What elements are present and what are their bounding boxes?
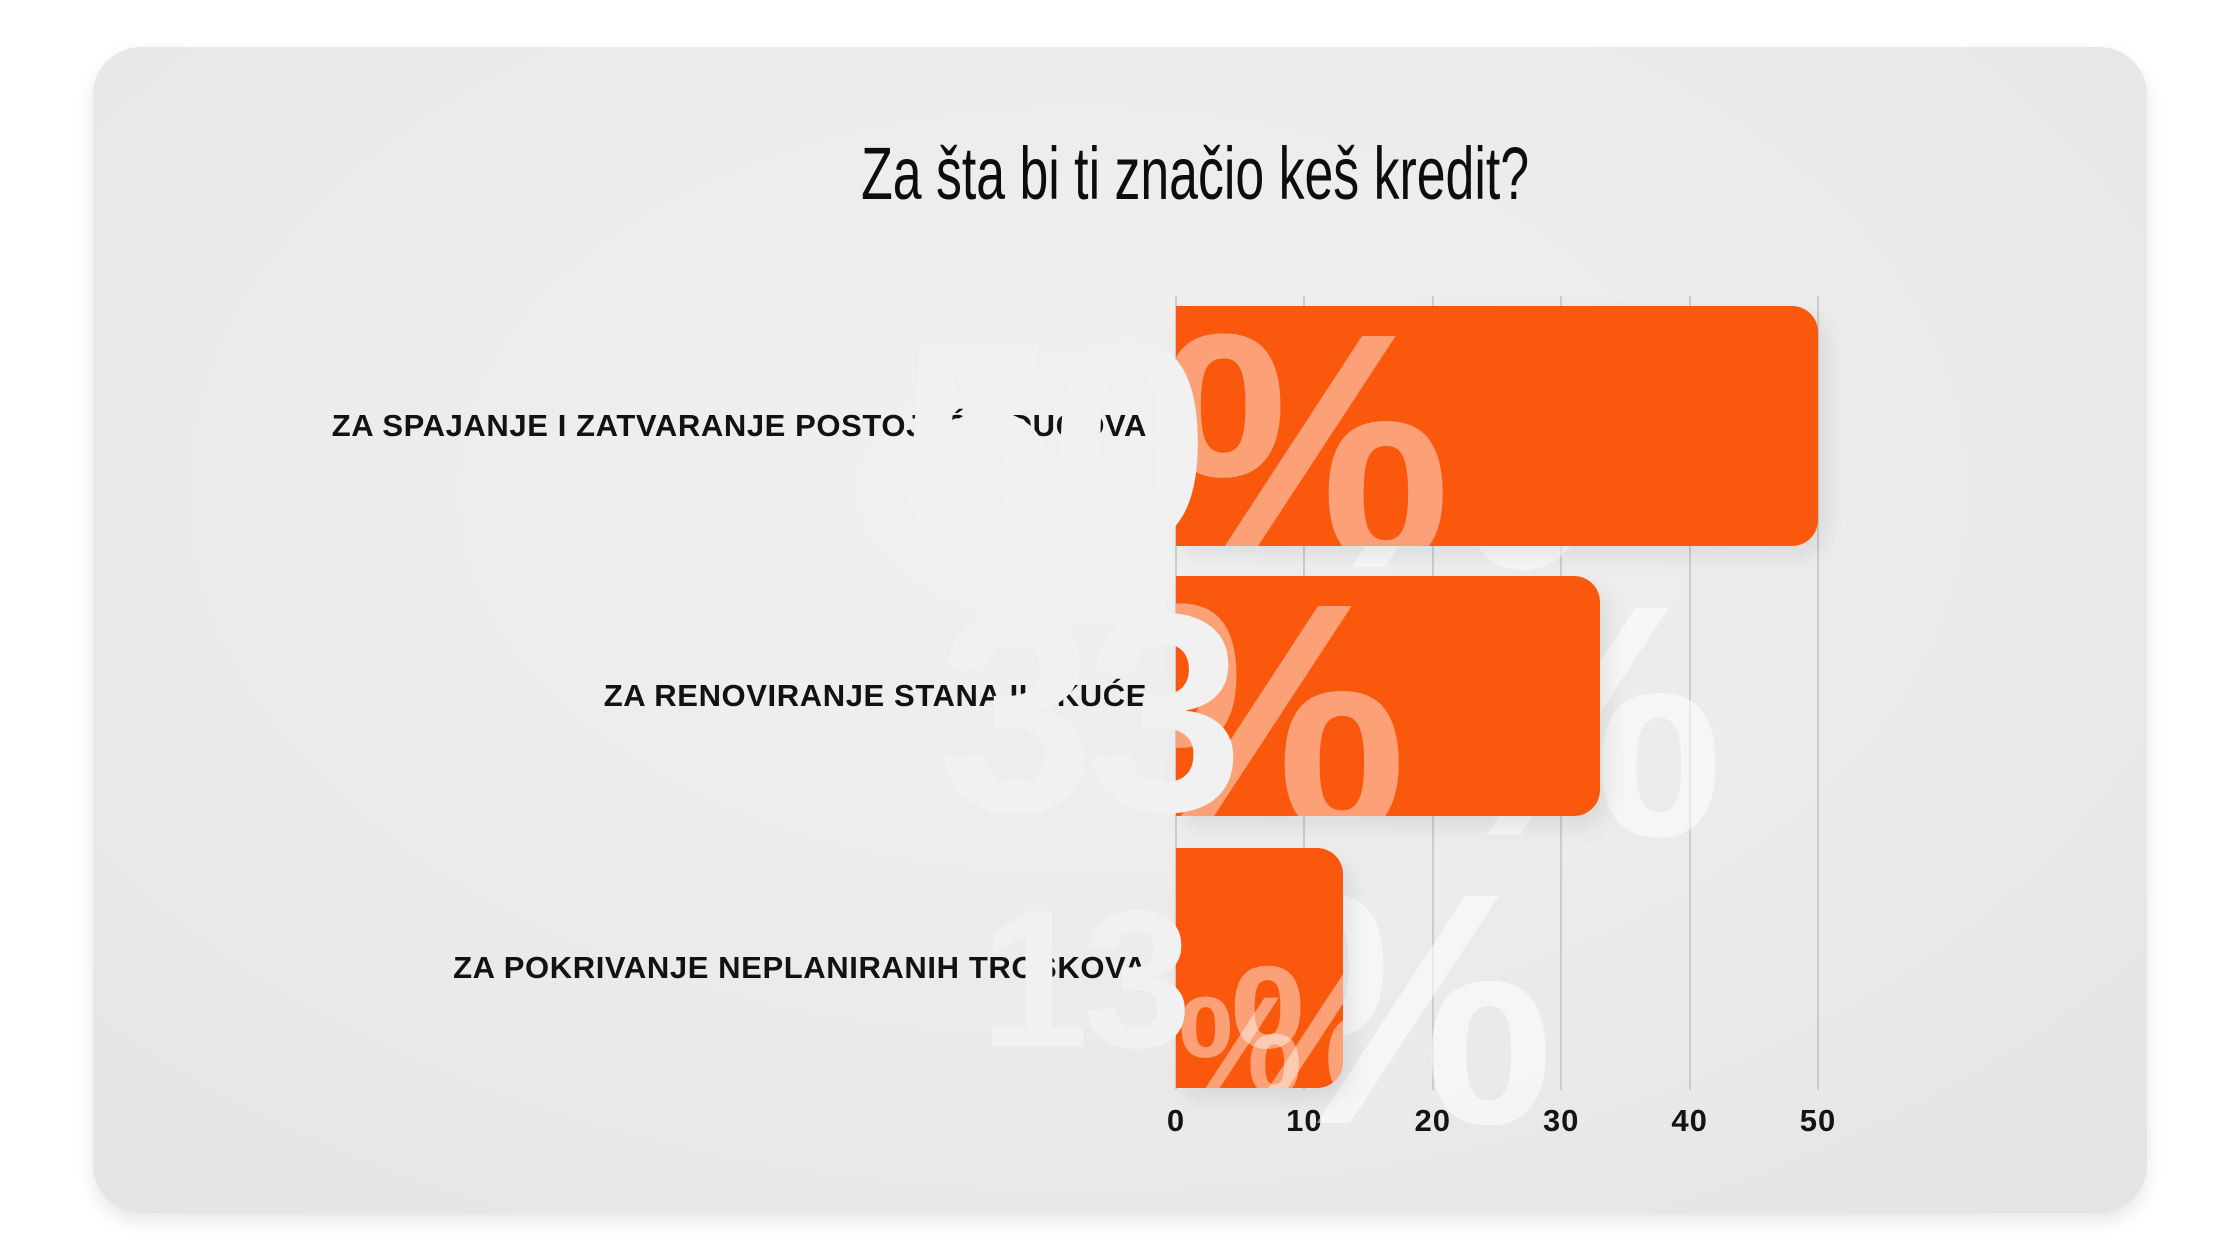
bar-value: 13 (979, 869, 1192, 1089)
x-axis-tick-label: 0 (1166, 1103, 1186, 1138)
chart-title: Za šta bi ti značio keš kredit? (243, 131, 2147, 216)
category-label: ZA RENOVIRANJE STANA ILI KUĆE (603, 678, 1147, 713)
gridline (1817, 296, 1819, 1090)
bar-value: 33 (937, 554, 1243, 871)
percent-watermark-icon: % (1230, 938, 1343, 1088)
bar: % (1176, 576, 1600, 816)
category-label: ZA POKRIVANJE NEPLANIRANIH TROŠKOVA (453, 950, 1147, 985)
chart-title-text: Za šta bi ti značio keš kredit? (861, 132, 1529, 215)
bar-value: 50 (897, 282, 1210, 605)
x-axis-tick-label: 40 (1671, 1103, 1708, 1138)
category-label: ZA SPAJANJE I ZATVARANJE POSTOJEĆIH DUGO… (331, 408, 1147, 443)
bar: % % (1176, 848, 1343, 1088)
gridline (1688, 296, 1691, 1090)
x-axis-tick-label: 30 (1542, 1103, 1580, 1138)
chart-card: Za šta bi ti značio keš kredit? 0 10 20 … (93, 47, 2147, 1213)
x-axis-tick-label: 50 (1799, 1103, 1837, 1138)
percent-watermark-icon: % (1176, 306, 1452, 546)
x-axis-tick-label: 20 (1414, 1103, 1452, 1138)
x-axis-tick-label: 10 (1286, 1103, 1323, 1138)
bar: % (1176, 306, 1818, 546)
percent-watermark-icon: % (1178, 967, 1303, 1089)
